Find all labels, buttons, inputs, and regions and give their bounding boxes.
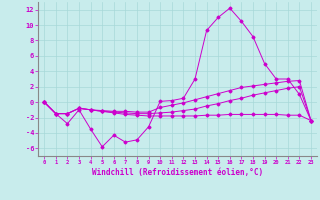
X-axis label: Windchill (Refroidissement éolien,°C): Windchill (Refroidissement éolien,°C)	[92, 168, 263, 177]
